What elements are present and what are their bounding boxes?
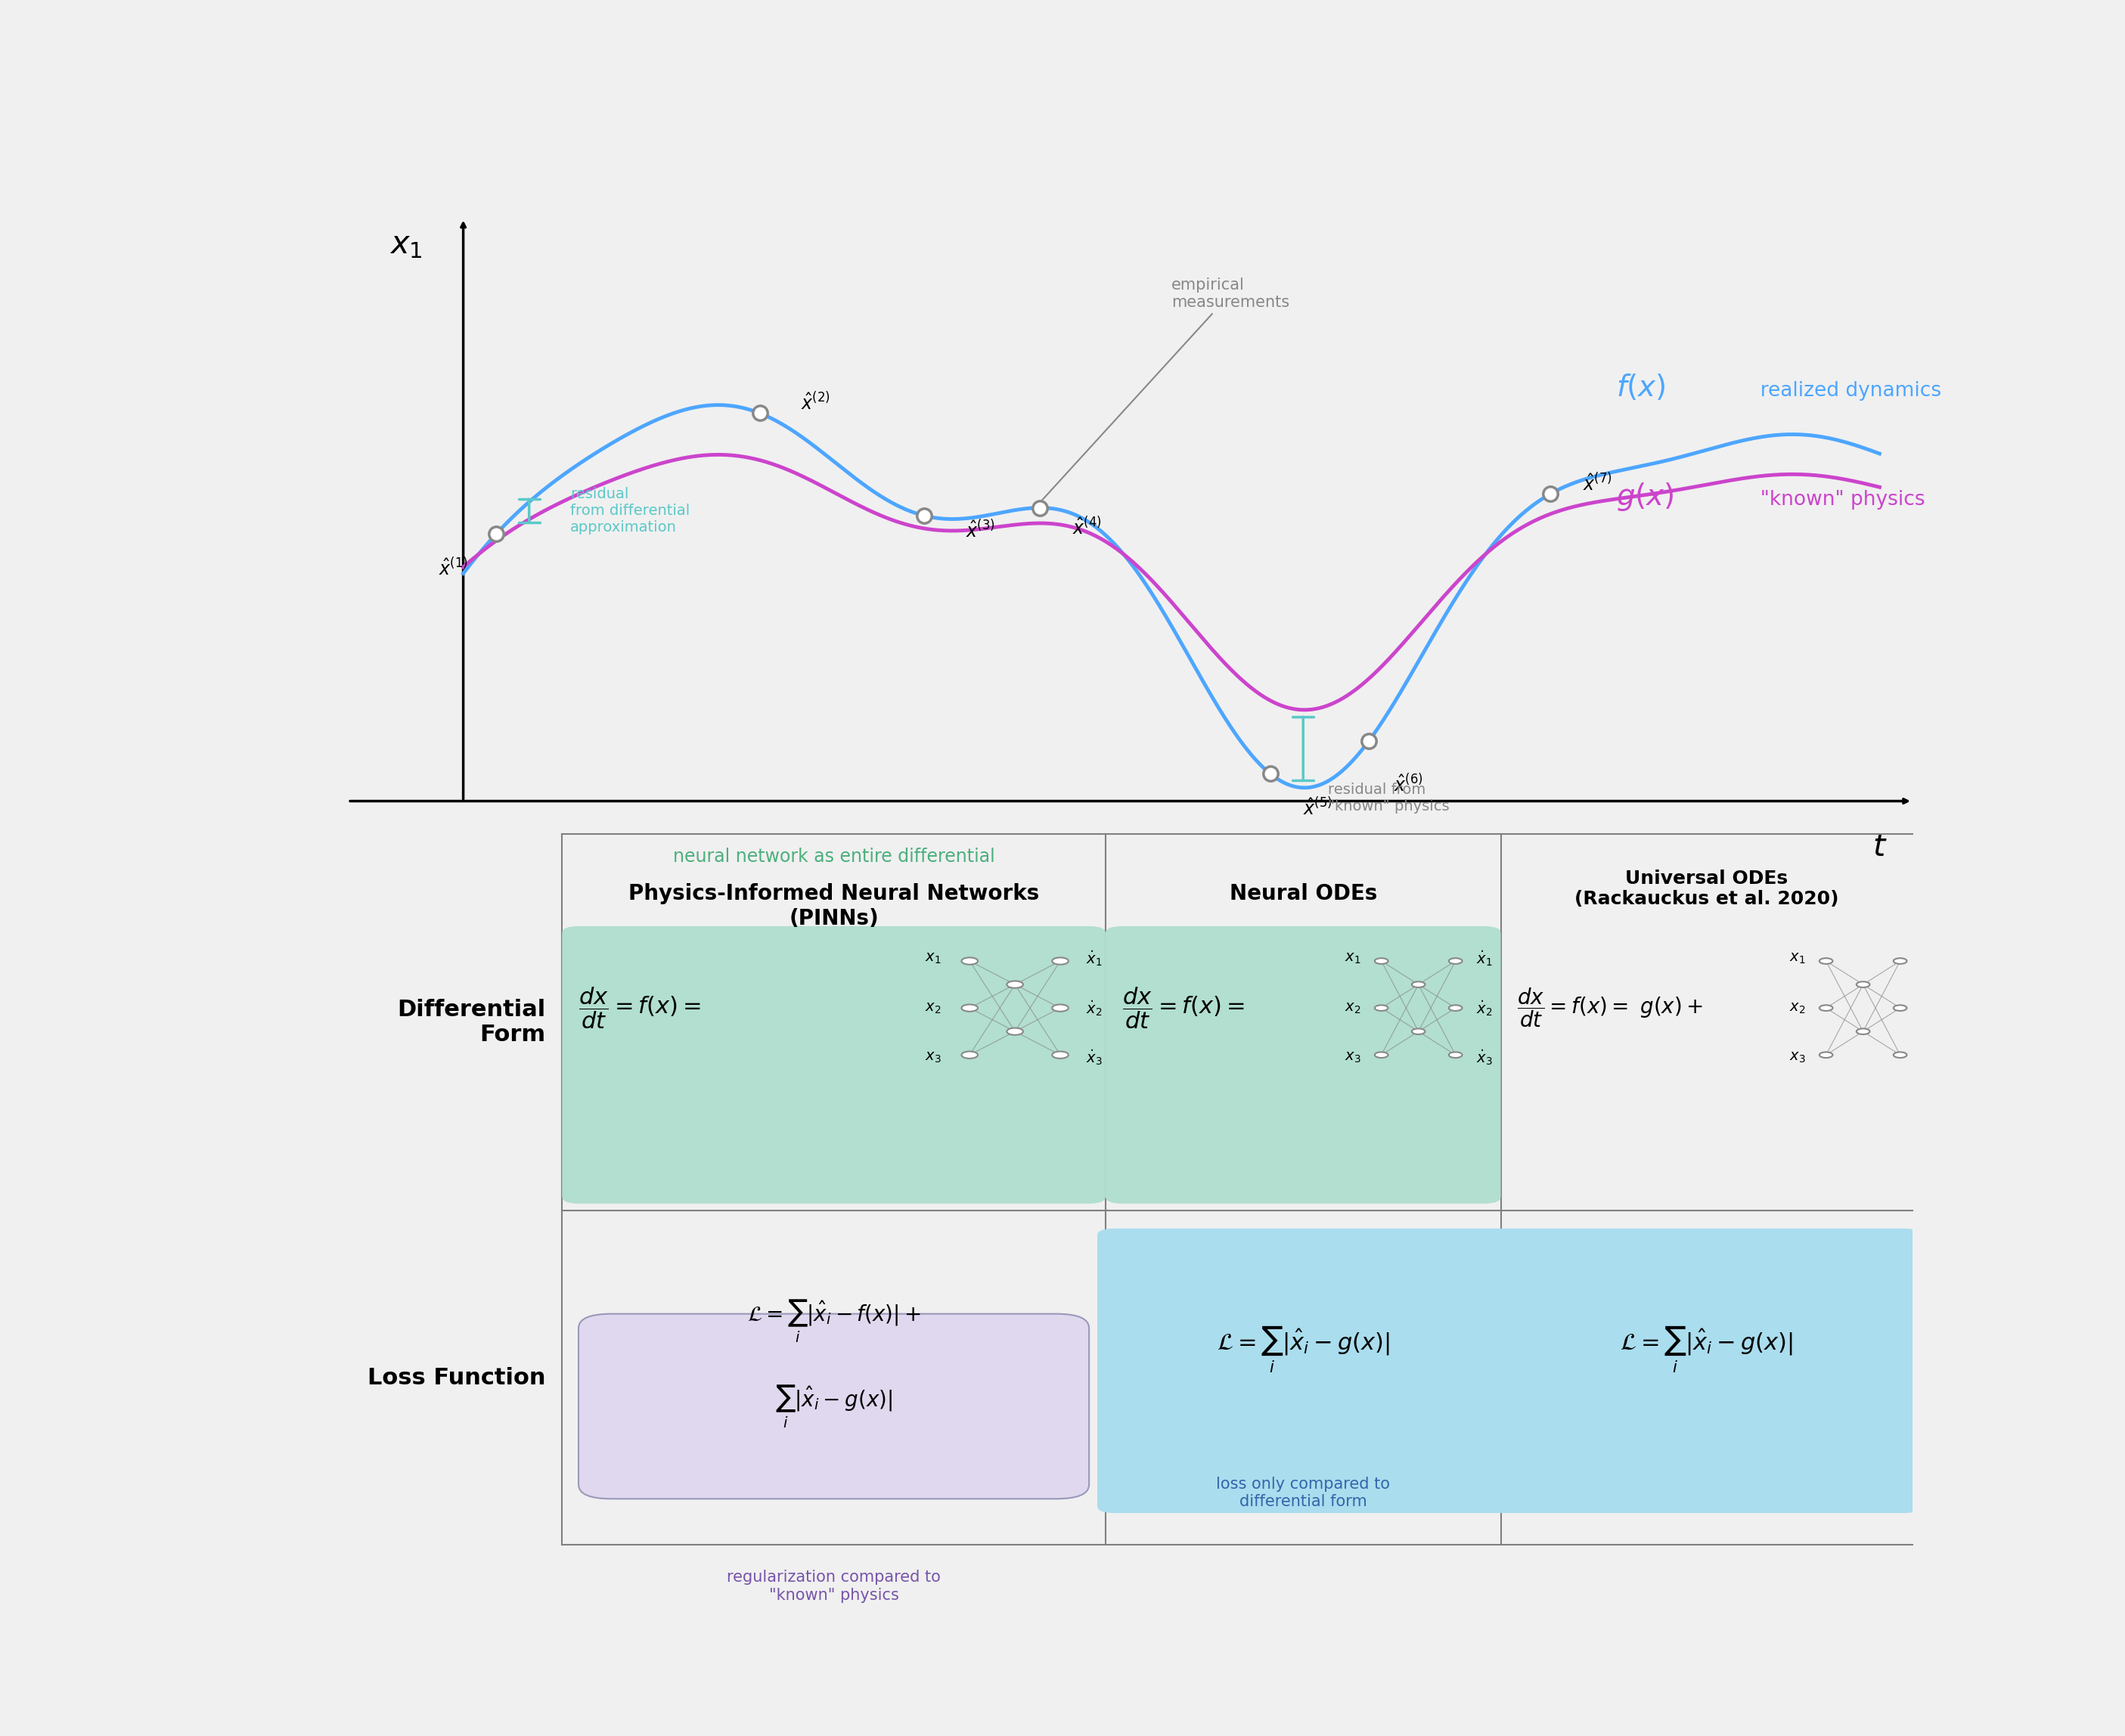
Text: residual
from differential
approximation: residual from differential approximation — [570, 486, 691, 535]
Text: empirical
measurements: empirical measurements — [1041, 278, 1290, 502]
Circle shape — [1449, 1052, 1462, 1057]
Text: Neural ODEs: Neural ODEs — [1228, 884, 1377, 904]
Text: $\hat{x}^{(1)}$: $\hat{x}^{(1)}$ — [438, 557, 468, 580]
Circle shape — [1411, 1028, 1426, 1035]
Text: realized dynamics: realized dynamics — [1749, 380, 1942, 401]
Text: $x_2$: $x_2$ — [1345, 1000, 1360, 1016]
Circle shape — [1893, 1052, 1906, 1057]
Text: $\hat{x}^{(6)}$: $\hat{x}^{(6)}$ — [1394, 774, 1424, 795]
Circle shape — [1857, 1028, 1870, 1035]
Circle shape — [1375, 958, 1388, 963]
Text: Loss Function: Loss Function — [368, 1366, 546, 1389]
Circle shape — [1857, 981, 1870, 988]
Text: "known" physics: "known" physics — [1749, 490, 1925, 509]
Text: $\dfrac{dx}{dt}=f(x)=$: $\dfrac{dx}{dt}=f(x)=$ — [578, 986, 701, 1031]
Circle shape — [1449, 1005, 1462, 1010]
Text: $\dot{x}_1$: $\dot{x}_1$ — [1086, 950, 1103, 967]
Text: $\hat{x}^{(2)}$: $\hat{x}^{(2)}$ — [801, 392, 831, 415]
Circle shape — [1007, 1028, 1022, 1035]
Text: $x_3$: $x_3$ — [1345, 1050, 1360, 1064]
Text: Differential
Form: Differential Form — [397, 998, 546, 1045]
Text: $\hat{x}^{(7)}$: $\hat{x}^{(7)}$ — [1583, 474, 1613, 495]
Circle shape — [960, 958, 978, 965]
Text: $x_1$: $x_1$ — [924, 951, 941, 965]
Text: $x_1$: $x_1$ — [1789, 951, 1806, 965]
FancyBboxPatch shape — [561, 927, 1105, 1203]
Text: $\dfrac{dx}{dt}=f(x)=$: $\dfrac{dx}{dt}=f(x)=$ — [1122, 986, 1243, 1031]
Circle shape — [1893, 958, 1906, 963]
Text: $x_1$: $x_1$ — [1345, 951, 1360, 965]
Text: $\hat{x}^{(5)}$: $\hat{x}^{(5)}$ — [1303, 797, 1332, 819]
Circle shape — [1052, 1052, 1069, 1059]
Text: loss only compared to
differential form: loss only compared to differential form — [1215, 1477, 1390, 1510]
Text: residual from
"known" physics: residual from "known" physics — [1328, 783, 1449, 814]
Text: $\hat{x}^{(3)}$: $\hat{x}^{(3)}$ — [965, 519, 994, 542]
Circle shape — [1375, 1005, 1388, 1010]
Circle shape — [960, 1052, 978, 1059]
Text: $t$: $t$ — [1872, 832, 1887, 863]
Text: $x_2$: $x_2$ — [924, 1000, 941, 1016]
Text: $\hat{x}^{(4)}$: $\hat{x}^{(4)}$ — [1073, 517, 1103, 538]
FancyBboxPatch shape — [578, 1314, 1090, 1498]
Text: $f(x)$: $f(x)$ — [1617, 373, 1666, 403]
Text: $x_3$: $x_3$ — [924, 1050, 941, 1064]
Text: $g(x)$: $g(x)$ — [1617, 481, 1674, 512]
Circle shape — [1052, 958, 1069, 965]
Circle shape — [1007, 981, 1022, 988]
Circle shape — [1449, 958, 1462, 963]
Text: $\dot{x}_2$: $\dot{x}_2$ — [1086, 998, 1103, 1017]
Text: $x_3$: $x_3$ — [1789, 1050, 1806, 1064]
Circle shape — [1819, 1052, 1832, 1057]
Text: $\mathcal{L} = \sum_i |\hat{x}_i - f(x)| +$: $\mathcal{L} = \sum_i |\hat{x}_i - f(x)|… — [746, 1299, 920, 1344]
Text: $\dfrac{dx}{dt}=f(x)=\ g(x)+$: $\dfrac{dx}{dt}=f(x)=\ g(x)+$ — [1517, 986, 1704, 1029]
Circle shape — [1411, 981, 1426, 988]
Text: $\dot{x}_3$: $\dot{x}_3$ — [1086, 1049, 1103, 1068]
Circle shape — [960, 1005, 978, 1012]
Circle shape — [1052, 1005, 1069, 1012]
Text: $\mathcal{L} = \sum_i |\hat{x}_i - g(x)|$: $\mathcal{L} = \sum_i |\hat{x}_i - g(x)|… — [1619, 1325, 1794, 1375]
Circle shape — [1819, 1005, 1832, 1010]
Text: Physics-Informed Neural Networks
(PINNs): Physics-Informed Neural Networks (PINNs) — [629, 884, 1039, 929]
Circle shape — [1893, 1005, 1906, 1010]
Text: neural network as entire differential: neural network as entire differential — [674, 847, 994, 866]
FancyBboxPatch shape — [1105, 927, 1500, 1203]
FancyBboxPatch shape — [1096, 1229, 1921, 1514]
Circle shape — [1375, 1052, 1388, 1057]
Text: $\dot{x}_2$: $\dot{x}_2$ — [1477, 998, 1492, 1017]
Text: $\mathcal{L} = \sum_i |\hat{x}_i - g(x)|$: $\mathcal{L} = \sum_i |\hat{x}_i - g(x)|… — [1218, 1325, 1390, 1375]
Circle shape — [1819, 958, 1832, 963]
Text: $x_1$: $x_1$ — [389, 227, 423, 260]
Text: $\sum_i |\hat{x}_i - g(x)|$: $\sum_i |\hat{x}_i - g(x)|$ — [776, 1384, 892, 1430]
Text: regularization compared to
"known" physics: regularization compared to "known" physi… — [727, 1569, 941, 1602]
Text: $\dot{x}_3$: $\dot{x}_3$ — [1477, 1049, 1492, 1068]
Text: $\dot{x}_1$: $\dot{x}_1$ — [1477, 950, 1492, 967]
Text: $x_2$: $x_2$ — [1789, 1000, 1806, 1016]
Text: Universal ODEs
(Rackauckus et al. 2020): Universal ODEs (Rackauckus et al. 2020) — [1575, 870, 1838, 908]
